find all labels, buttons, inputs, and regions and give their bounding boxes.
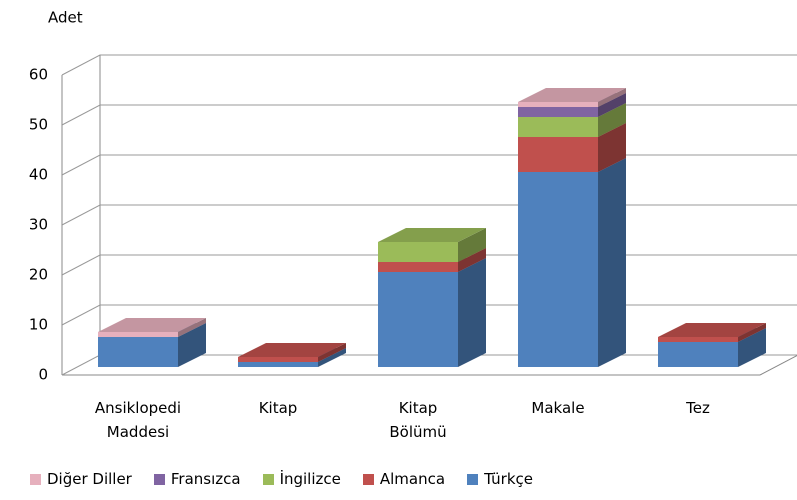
bar-side xyxy=(598,88,626,107)
bar-segment xyxy=(378,262,458,272)
bar-segment xyxy=(378,242,458,262)
legend-item: Diğer Diller xyxy=(30,470,132,488)
y-tick-label: 50 xyxy=(29,116,48,134)
bar-top xyxy=(518,88,626,102)
y-tick-label: 60 xyxy=(29,66,48,84)
grid-line xyxy=(61,104,797,126)
bar-segment xyxy=(518,107,598,117)
bar-top xyxy=(378,228,486,242)
x-tick-label: Makale xyxy=(531,399,585,417)
legend-swatch xyxy=(30,473,41,485)
bar-segment xyxy=(98,337,178,367)
bar-segment xyxy=(518,172,598,367)
bar-side xyxy=(598,123,626,172)
x-tick-label: Tez xyxy=(686,399,710,417)
legend-item: Almanca xyxy=(362,470,446,488)
legend-label: Fransızca xyxy=(170,470,241,488)
legend-label: Almanca xyxy=(379,470,446,488)
bar-side xyxy=(318,343,346,362)
bar-segment xyxy=(518,102,598,107)
legend-swatch xyxy=(362,473,374,485)
bar-side xyxy=(598,158,626,367)
bar-top xyxy=(238,343,346,357)
bar-side xyxy=(738,323,766,342)
bar-segment xyxy=(658,342,738,367)
bar-side xyxy=(458,258,486,367)
bar-side xyxy=(318,348,346,367)
y-tick-label: 20 xyxy=(29,266,48,284)
bar-side xyxy=(598,103,626,137)
bar-side xyxy=(598,93,626,117)
floor-edge xyxy=(759,354,797,376)
bar-side xyxy=(178,318,206,337)
bar-side xyxy=(458,228,486,262)
bar-top xyxy=(658,323,766,337)
grid-line xyxy=(61,154,797,176)
x-tick-label: Ansiklopedi Maddesi xyxy=(94,399,182,441)
y-axis-label: Adet xyxy=(48,9,83,27)
legend-label: Türkçe xyxy=(484,470,534,488)
y-tick-label: 10 xyxy=(29,316,48,334)
y-tick-label: 30 xyxy=(29,216,48,234)
legend-swatch xyxy=(153,473,165,485)
bar-segment xyxy=(238,357,318,362)
bar-top xyxy=(98,318,206,332)
bar-side xyxy=(738,328,766,367)
bar-side xyxy=(178,323,206,367)
legend: Diğer Diller Fransızca İngilizce Almanca Tür… xyxy=(30,470,533,488)
x-tick-label: Kitap xyxy=(258,399,298,417)
y-tick-label: 0 xyxy=(38,366,48,384)
bar-segment xyxy=(98,332,178,337)
legend-label: Diğer Diller xyxy=(47,470,132,488)
legend-item: İngilizce xyxy=(262,470,341,488)
legend-item: Türkçe xyxy=(467,470,533,488)
bar-segment xyxy=(378,272,458,367)
x-tick-label: Kitap Bölümü xyxy=(389,399,447,441)
legend-item: Fransızca xyxy=(153,470,241,488)
legend-swatch xyxy=(262,473,274,485)
bar-side xyxy=(458,248,486,272)
bar-segment xyxy=(238,362,318,367)
y-tick-label: 40 xyxy=(29,166,48,184)
bar-segment xyxy=(518,117,598,137)
bar-segment xyxy=(658,337,738,342)
bar-segment xyxy=(518,137,598,172)
legend-label: İngilizce xyxy=(279,470,341,488)
grid-line xyxy=(61,204,797,226)
grid-line xyxy=(61,54,797,76)
legend-swatch xyxy=(467,473,479,485)
